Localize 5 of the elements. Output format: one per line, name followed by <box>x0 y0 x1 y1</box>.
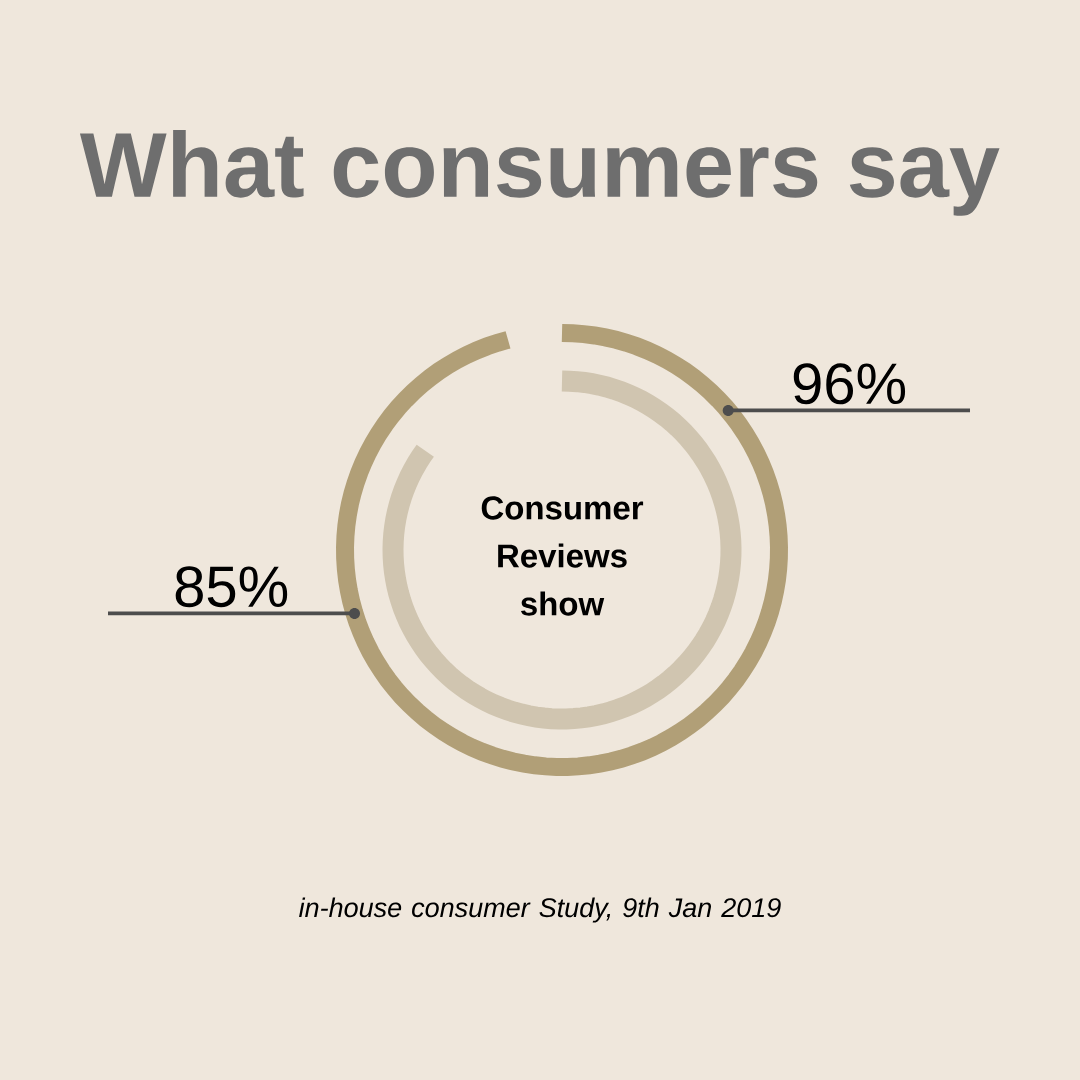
text: Consumer Reviews show <box>481 496 644 616</box>
text: What consumers say <box>79 130 1000 216</box>
data-label: 96% <box>793 363 906 405</box>
data-label: 85% <box>175 566 288 608</box>
text: in-house consumer Study, 9th Jan 2019 <box>299 897 781 923</box>
